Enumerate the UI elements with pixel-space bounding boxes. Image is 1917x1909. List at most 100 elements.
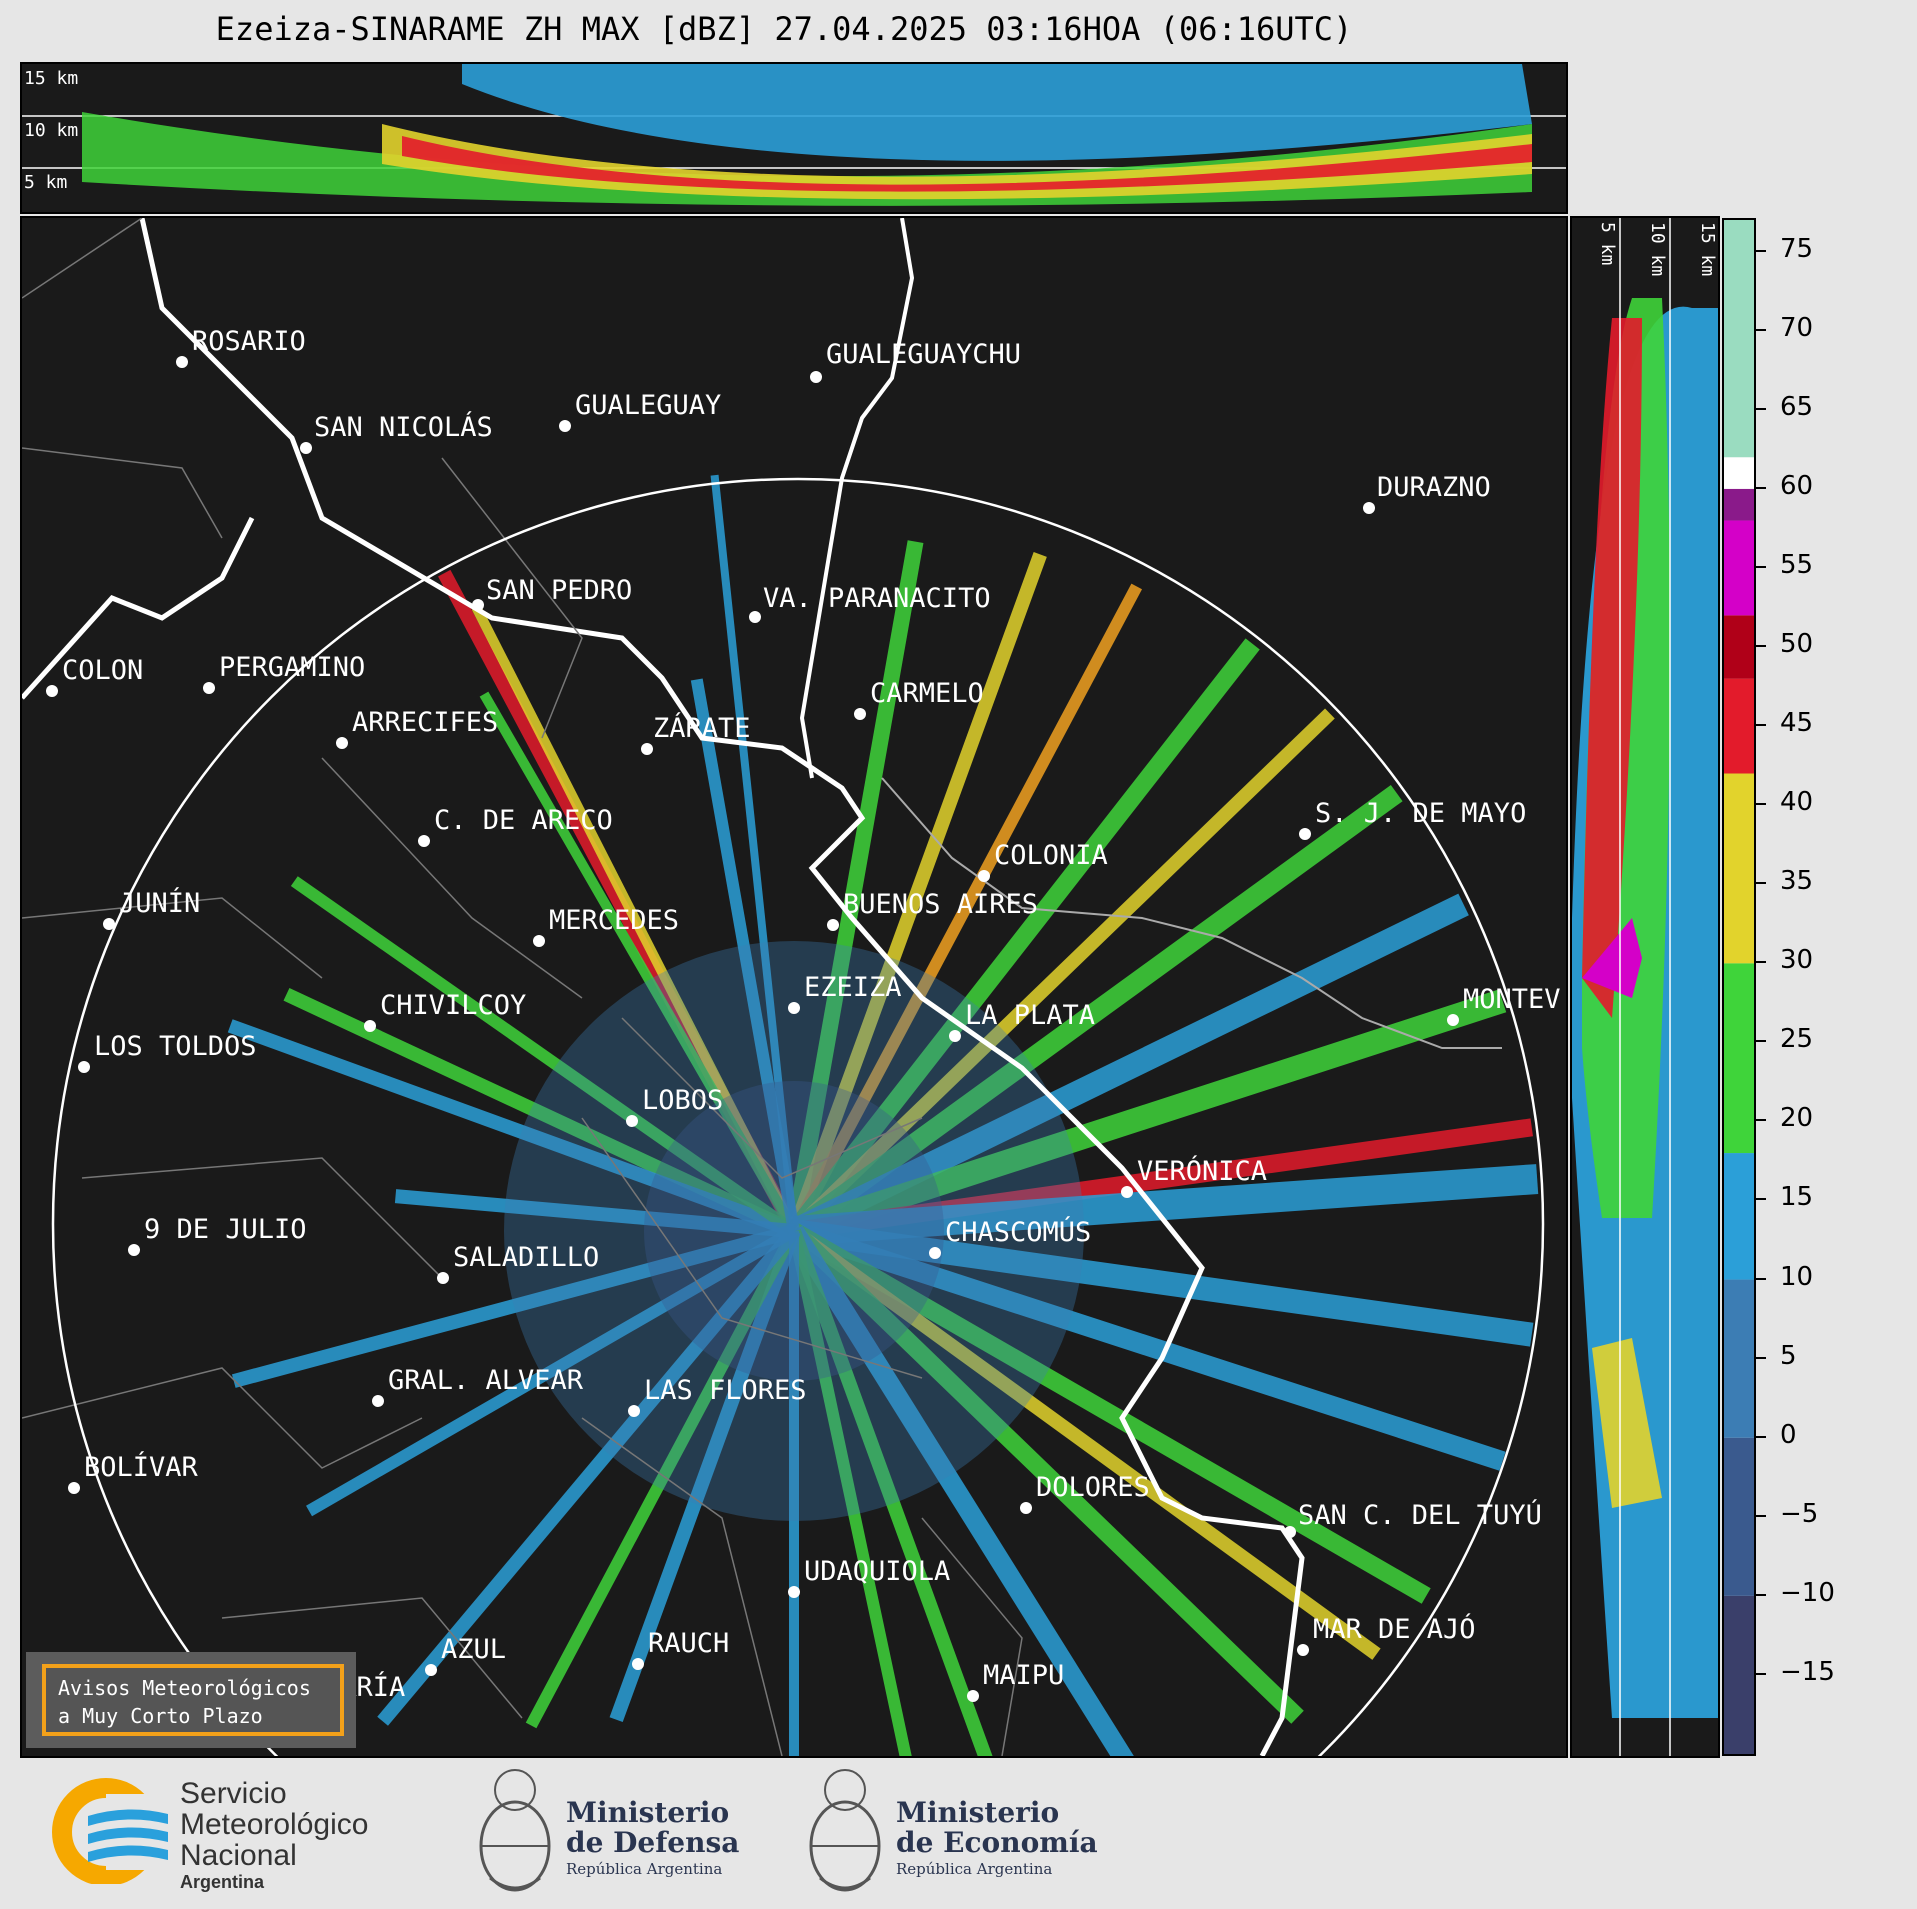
city-marker-gualeguay[interactable] [559,420,571,432]
chart-title: Ezeiza-SINARAME ZH MAX [dBZ] 27.04.2025 … [215,10,1353,48]
city-marker-ezeiza[interactable] [788,1002,800,1014]
defensa-line-2: de Defensa [566,1826,740,1859]
side-height-5: 5 km [1597,222,1618,265]
city-marker-9-de-julio[interactable] [128,1244,140,1256]
city-marker-carmelo[interactable] [854,708,866,720]
reflectivity-ray [227,1019,797,1238]
reflectivity-ray [788,1229,912,1756]
colorbar-tick [1756,1593,1766,1596]
city-marker-las-flores[interactable] [628,1405,640,1417]
city-marker-va-paranacito[interactable] [749,611,761,623]
reflectivity-ray [792,1219,1534,1347]
city-label-arrecifes: ARRECIFES [352,707,498,738]
reflectivity-ray [786,638,1260,1237]
city-marker-c-de-areco[interactable] [418,835,430,847]
reflectivity-ray [787,1224,1304,1724]
city-label-rauch: RAUCH [648,1628,729,1659]
city-label-las-flores: LAS FLORES [644,1375,807,1406]
colorbar-tick [1756,249,1766,252]
colorbar-tick-label: 55 [1780,549,1814,580]
city-label-udaquiola: UDAQUIOLA [804,1556,950,1587]
reflectivity-ray [789,1223,1431,1604]
city-marker-mar-de-aj[interactable] [1297,1644,1309,1656]
city-marker-azul[interactable] [425,1664,437,1676]
city-marker-ver-nica[interactable] [1121,1186,1133,1198]
city-label-ezeiza: EZEIZA [804,972,902,1003]
city-marker-san-pedro[interactable] [472,599,484,611]
city-marker-montev[interactable] [1447,1014,1459,1026]
colorbar-tick-label: 65 [1780,391,1814,422]
city-label-gualeguaychu: GUALEGUAYCHU [826,339,1021,370]
city-marker-gral-alvear[interactable] [372,1395,384,1407]
radar-map-panel[interactable]: ROSARIO GUALEGUAYCHU GUALEGUAY SAN NICOLÁS D… [20,216,1568,1758]
city-marker-durazno[interactable] [1363,502,1375,514]
colorbar-segment [1724,520,1754,616]
reflectivity-rays [227,474,1539,1756]
top-height-15: 15 km [24,68,78,89]
colorbar-segment [1724,615,1754,679]
city-marker-san-c-del-tuy[interactable] [1284,1526,1296,1538]
reflectivity-ray [790,1221,1506,1471]
city-marker-saladillo[interactable] [437,1272,449,1284]
economia-line-1: Ministerio [896,1796,1060,1829]
reflectivity-ray [787,1228,993,1756]
defensa-line-3: República Argentina [566,1860,723,1878]
city-marker-rosario[interactable] [176,356,188,368]
smn-logo-icon [52,1778,178,1884]
economia-line-2: de Economía [896,1826,1098,1859]
city-marker-gualeguaychu[interactable] [810,371,822,383]
city-marker-chascom-s[interactable] [929,1247,941,1259]
city-marker-udaquiola[interactable] [788,1586,800,1598]
colorbar-tick [1756,486,1766,489]
uruguay-border [881,777,1502,1049]
city-marker-colon[interactable] [46,685,58,697]
reflectivity-ray [710,474,798,1232]
city-marker-z-rate[interactable] [641,743,653,755]
defensa-line-1: Ministerio [566,1796,730,1829]
city-label-mar-de-aj: MAR DE AJÓ [1313,1613,1476,1645]
city-marker-rauch[interactable] [632,1658,644,1670]
defensa-seal-icon [479,1769,551,1892]
colorbar-segment [1724,1437,1754,1596]
city-marker-dolores[interactable] [1020,1502,1032,1514]
city-marker-la-plata[interactable] [949,1030,961,1042]
colorbar-segment [1724,488,1754,521]
smn-line-1: Servicio [180,1777,287,1810]
city-marker-maipu[interactable] [967,1690,979,1702]
smn-line-4: Argentina [180,1872,265,1892]
city-marker-san-nicol-s[interactable] [300,442,312,454]
reflectivity-ray [283,987,797,1238]
reflectivity-ray [690,678,800,1233]
city-marker-chivilcoy[interactable] [364,1020,376,1032]
reflectivity-ray [788,583,1143,1234]
city-marker-colonia[interactable] [978,870,990,882]
city-marker-jun-n[interactable] [103,918,115,930]
city-label-colon: COLON [62,655,143,686]
radar-map[interactable]: ROSARIO GUALEGUAYCHU GUALEGUAY SAN NICOLÁS D… [22,218,1566,1756]
city-marker-mercedes[interactable] [533,935,545,947]
economia-line-3: República Argentina [896,1860,1053,1878]
aviso-box[interactable]: Avisos Meteorológicos a Muy Corto Plazo [42,1664,344,1736]
colorbar-segment [1724,457,1754,489]
city-marker-los-toldos[interactable] [78,1061,90,1073]
colorbar-tick [1756,1514,1766,1517]
colorbar-tick-label: 35 [1780,866,1814,897]
coastline [139,218,1305,1756]
city-marker-s-j-de-mayo[interactable] [1299,828,1311,840]
reflectivity-colorbar [1722,218,1756,1756]
economia-logo-text: Ministerio de Economía República Argenti… [896,1798,1098,1880]
city-marker-arrecifes[interactable] [336,737,348,749]
city-marker-pergamino[interactable] [203,682,215,694]
colorbar-segment [1724,678,1754,774]
city-label-colonia: COLONIA [994,840,1108,871]
smn-line-3: Nacional [180,1839,297,1872]
city-marker-bol-var[interactable] [68,1482,80,1494]
colorbar-tick [1756,882,1766,885]
colorbar-tick-label: 40 [1780,787,1814,818]
city-marker-buenos-aires[interactable] [827,919,839,931]
colorbar-tick [1756,407,1766,410]
city-label-9-de-julio: 9 DE JULIO [144,1214,307,1245]
city-marker-lobos[interactable] [626,1115,638,1127]
colorbar-segment [1724,1595,1754,1754]
reflectivity-ray [394,1189,795,1238]
